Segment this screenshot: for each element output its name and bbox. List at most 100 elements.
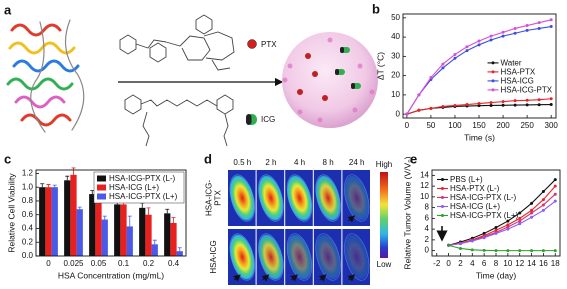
legend-marker [441, 214, 444, 217]
chart: 0 10 20 30 40 50 0 50 100 150 200 250 300 Time (s) ΔT … [375, 13, 558, 142]
x-tick-label: 50 [426, 121, 435, 130]
x-axis-title: Time (s) [464, 132, 495, 142]
x-tick-label: 0 [405, 121, 410, 130]
data-point [494, 231, 498, 235]
data-point [501, 100, 505, 104]
data-point [489, 101, 493, 105]
bar [145, 214, 152, 256]
protein-ribbon-part [12, 59, 80, 73]
data-point [530, 215, 534, 219]
icg-structure-part [216, 94, 234, 115]
data-point [518, 249, 522, 253]
legend-label: HSA-ICG-PTX (L-) [109, 174, 176, 183]
legend-swatch [97, 184, 106, 191]
data-point [541, 190, 545, 193]
icg-structure-part [142, 111, 150, 147]
x-tick-label: 0.05 [91, 259, 107, 268]
icg-cargo-end [340, 47, 344, 53]
plot-frame [431, 169, 561, 257]
protein-ribbon-part [10, 23, 62, 37]
data-point [549, 103, 553, 107]
data-point [506, 249, 510, 253]
data-point [525, 28, 529, 32]
error-bar [146, 207, 151, 215]
legend-marker [441, 178, 444, 181]
legend-marker [491, 88, 495, 92]
series-line [448, 179, 556, 246]
data-point [417, 93, 421, 97]
legend-label: HSA-ICG-PTX (L+) [450, 211, 519, 220]
y-tick-label: 1.0 [22, 182, 34, 191]
y-tick-label: 50 [391, 13, 400, 22]
legend-label: Water [501, 59, 522, 68]
data-point [477, 102, 481, 106]
x-tick-label: 12 [515, 259, 524, 268]
error-bar [77, 206, 82, 210]
legend-marker [441, 187, 444, 190]
data-point [506, 225, 510, 229]
legend-label: PBS (L+) [450, 175, 483, 184]
hsa-dot [287, 63, 293, 69]
data-point [477, 43, 481, 47]
ptx-structure-part [211, 59, 231, 71]
row-label: HSA-ICG- [205, 180, 214, 216]
panel-label: a [4, 2, 12, 17]
y-tick-label: 12 [420, 181, 429, 190]
legend-marker [441, 205, 444, 208]
mouse-signal [343, 232, 370, 282]
icg-cargo-end [351, 83, 355, 89]
x-tick-label: 0.1 [118, 259, 130, 268]
data-point [513, 103, 517, 107]
data-point [513, 26, 517, 30]
icg-structure-part [223, 113, 229, 147]
y-axis-title: Relative Cell Viability [6, 173, 16, 253]
mouse-signal [286, 173, 313, 223]
data-point [506, 227, 510, 231]
imaging-panel: 0.5 h 2 h 4 h 8 h 24 h HSA-ICG- PTX HSA-ICG High… [205, 158, 392, 285]
time-label: 24 h [349, 158, 365, 167]
chart: 0.0 0.2 0.4 0.6 0.8 1.0 1.2 HSA Concentration (… [6, 167, 187, 280]
data-point [458, 242, 462, 246]
data-point [525, 103, 529, 107]
scheme: PTX ICG [6, 14, 378, 147]
mouse-outline [258, 233, 284, 281]
colorbar [380, 172, 388, 258]
x-tick-label: 0 [46, 259, 51, 268]
data-point [477, 39, 481, 43]
mouse-outline [229, 174, 255, 222]
error-bar [165, 208, 170, 214]
data-point [513, 99, 517, 103]
bar [139, 207, 146, 256]
mouse-signal [257, 232, 285, 282]
y-tick-label: 0.4 [22, 224, 34, 233]
data-point [489, 34, 493, 38]
data-point [482, 231, 486, 235]
x-tick-label: 6 [482, 259, 487, 268]
hsa-dot [282, 77, 288, 83]
data-point [494, 249, 498, 253]
data-point [553, 178, 557, 182]
data-point [506, 223, 510, 227]
error-bar [65, 175, 70, 181]
x-tick-label: 0.2 [143, 259, 155, 268]
data-point [553, 199, 557, 203]
data-point [453, 52, 457, 56]
y-tick-label: 10 [391, 90, 400, 99]
data-point [541, 203, 545, 207]
plot-frame [35, 169, 187, 257]
data-point [489, 38, 493, 42]
icg-icon-part [246, 114, 252, 125]
data-point [518, 219, 522, 223]
x-tick-label: 300 [545, 121, 559, 130]
panel-label: c [4, 151, 11, 166]
x-tick-label: 18 [551, 259, 560, 268]
data-point [541, 249, 545, 253]
data-point [530, 201, 534, 205]
data-point [494, 226, 498, 230]
protein-ribbon-part [14, 95, 66, 109]
bar [170, 222, 177, 256]
data-point [530, 208, 534, 212]
mouse-outline [286, 174, 313, 222]
row-label: PTX [214, 190, 223, 206]
